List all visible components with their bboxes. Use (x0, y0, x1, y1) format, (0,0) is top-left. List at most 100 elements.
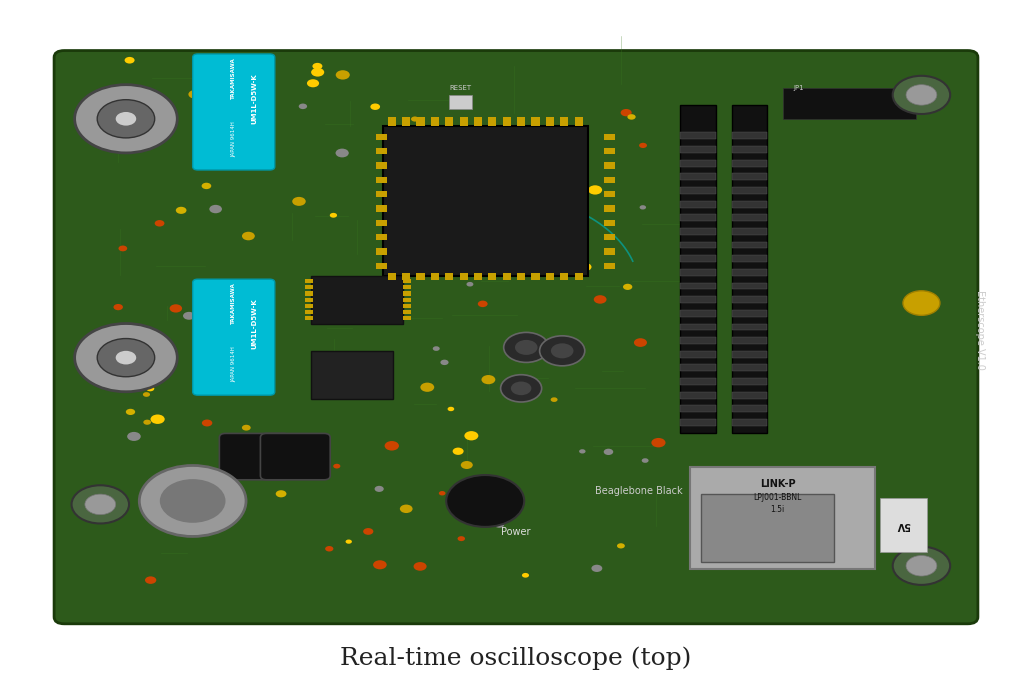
Circle shape (359, 295, 367, 301)
Text: Power: Power (502, 527, 530, 537)
Bar (732, 405, 768, 412)
Circle shape (478, 301, 488, 307)
Circle shape (97, 100, 155, 138)
Circle shape (276, 491, 287, 497)
Bar (404, 298, 412, 302)
Circle shape (197, 498, 205, 504)
Bar (605, 162, 614, 169)
Bar (503, 273, 511, 280)
Circle shape (451, 246, 461, 253)
Circle shape (114, 304, 123, 310)
Bar (732, 133, 768, 139)
Bar (680, 201, 716, 208)
Text: 5V: 5V (896, 520, 910, 530)
Circle shape (460, 461, 473, 469)
Text: LPJ001-BBNL: LPJ001-BBNL (753, 493, 802, 502)
Bar (304, 286, 313, 290)
Text: UM1L-D5W-K: UM1L-D5W-K (251, 73, 257, 124)
Circle shape (119, 246, 127, 251)
Circle shape (464, 431, 479, 440)
Circle shape (335, 70, 350, 80)
Bar (377, 191, 387, 197)
Circle shape (197, 352, 206, 358)
Text: JAPAN 9614H: JAPAN 9614H (231, 121, 236, 157)
Circle shape (453, 448, 463, 455)
Circle shape (441, 360, 449, 365)
Circle shape (893, 547, 950, 585)
Circle shape (139, 466, 246, 537)
Bar (531, 118, 540, 126)
Bar (377, 206, 387, 212)
Circle shape (151, 414, 165, 424)
Circle shape (209, 205, 222, 213)
Circle shape (85, 494, 116, 515)
Bar (732, 173, 768, 180)
Circle shape (325, 546, 333, 552)
Bar (377, 234, 387, 240)
Bar (680, 297, 716, 303)
Bar (732, 241, 768, 248)
Bar (404, 310, 412, 314)
Bar (680, 405, 716, 412)
Circle shape (116, 112, 136, 126)
Bar (605, 206, 614, 212)
Bar (783, 88, 916, 119)
Bar (605, 177, 614, 183)
Text: JP1: JP1 (794, 85, 804, 91)
Circle shape (448, 407, 454, 411)
Circle shape (429, 225, 437, 229)
Bar (377, 219, 387, 226)
Bar (605, 219, 614, 226)
Circle shape (375, 486, 384, 492)
Circle shape (540, 336, 585, 366)
Circle shape (144, 354, 156, 362)
Bar (575, 118, 583, 126)
Bar (445, 273, 453, 280)
Bar (304, 279, 313, 283)
Bar (474, 273, 482, 280)
Bar (430, 118, 439, 126)
Bar (517, 118, 525, 126)
Circle shape (651, 438, 666, 447)
Bar (732, 228, 768, 235)
Circle shape (504, 244, 517, 252)
Bar (680, 255, 716, 262)
Circle shape (504, 332, 549, 363)
Bar (732, 337, 768, 344)
Circle shape (147, 386, 155, 391)
Circle shape (446, 475, 524, 527)
Text: JAPAN 9614H: JAPAN 9614H (231, 347, 236, 383)
Text: Beaglebone Black: Beaglebone Black (595, 486, 683, 496)
Bar (732, 310, 768, 316)
Circle shape (640, 205, 646, 210)
Bar (732, 201, 768, 208)
Bar (680, 228, 716, 235)
Circle shape (466, 282, 474, 286)
Bar (488, 118, 496, 126)
Bar (732, 365, 768, 372)
Bar (605, 248, 614, 255)
Bar (377, 148, 387, 154)
Circle shape (522, 573, 529, 578)
Bar (680, 105, 716, 433)
Circle shape (175, 207, 187, 214)
Circle shape (313, 63, 322, 69)
Bar (680, 269, 716, 276)
Bar (459, 273, 467, 280)
Bar (560, 273, 569, 280)
Circle shape (414, 562, 426, 571)
Circle shape (399, 504, 413, 513)
Circle shape (160, 341, 168, 345)
Circle shape (236, 492, 245, 497)
Bar (377, 177, 387, 183)
Bar (732, 215, 768, 221)
Circle shape (71, 485, 129, 524)
Bar (377, 162, 387, 169)
Circle shape (298, 103, 308, 109)
Circle shape (241, 232, 255, 240)
Bar (417, 118, 424, 126)
Circle shape (457, 536, 465, 541)
Bar (377, 263, 387, 269)
Circle shape (74, 323, 178, 391)
Bar (503, 118, 511, 126)
